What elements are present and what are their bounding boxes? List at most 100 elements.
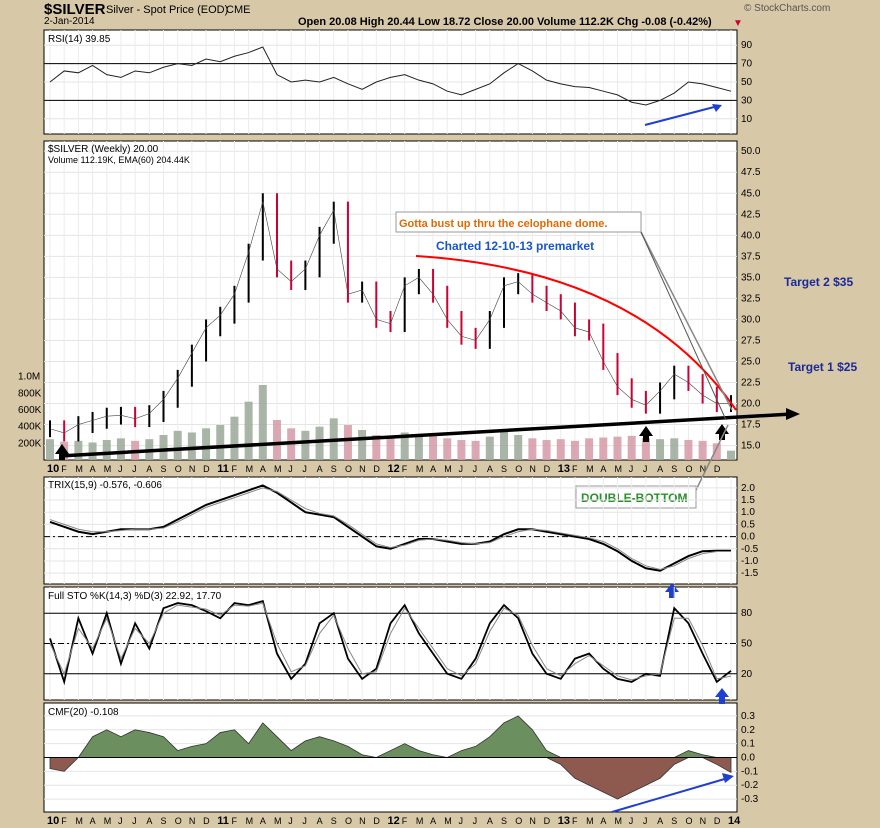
- volume-bar: [684, 440, 693, 460]
- volume-bar: [613, 436, 622, 460]
- x-tick-label: J: [302, 816, 307, 826]
- x-tick-label: J: [629, 816, 634, 826]
- cmf-tick: 0.0: [741, 753, 755, 764]
- annotation-target2: Target 2 $35: [784, 275, 853, 289]
- volume-bar: [315, 426, 324, 460]
- trix-tick: -0.5: [741, 544, 759, 555]
- volume-bar: [386, 436, 395, 460]
- up-arrow-black-icon: [55, 444, 69, 460]
- volume-bar: [712, 443, 721, 460]
- cmf-tick: -0.2: [741, 780, 759, 791]
- price-tick: 25.0: [741, 356, 761, 367]
- x-tick-label: 10: [47, 815, 59, 827]
- trix-tick: 1.5: [741, 495, 755, 506]
- x-tick-label: A: [600, 816, 606, 826]
- x-tick-label: J: [288, 816, 293, 826]
- volume-bar: [414, 434, 423, 460]
- volume-bar: [116, 438, 125, 460]
- x-tick-label: A: [146, 464, 152, 474]
- price-tick: 20.0: [741, 399, 761, 410]
- x-tick-label: 11: [217, 463, 229, 475]
- rsi-tick: 30: [741, 95, 753, 106]
- volume-bar: [372, 435, 381, 460]
- x-tick-label: N: [359, 464, 366, 474]
- trendline-arrow-icon: [786, 408, 800, 420]
- cmf-tick: -0.1: [741, 766, 759, 777]
- volume-bar: [301, 430, 310, 460]
- x-tick-label: 10: [47, 463, 59, 475]
- volume-bar: [471, 440, 480, 460]
- volume-bar: [159, 435, 168, 460]
- x-tick-label: J: [643, 464, 648, 474]
- x-tick-label: A: [317, 816, 323, 826]
- annotation-charted: Charted 12-10-13 premarket: [436, 239, 594, 253]
- volume-tick: 800K: [18, 388, 42, 399]
- x-tick-label: A: [657, 816, 663, 826]
- volume-bar: [173, 430, 182, 460]
- price-close-line: [49, 201, 731, 434]
- x-tick-label: N: [189, 464, 196, 474]
- volume-title: Volume 112.19K, EMA(60) 204.44K: [48, 155, 190, 165]
- sto-line-d: [49, 602, 732, 681]
- price-tick: 37.5: [741, 251, 761, 262]
- volume-bar: [244, 401, 253, 460]
- x-tick-label: O: [515, 816, 522, 826]
- x-tick-label: D: [373, 816, 380, 826]
- volume-bar: [500, 430, 508, 460]
- volume-bar: [400, 432, 409, 460]
- brand-watermark: © StockCharts.com: [744, 3, 831, 14]
- x-tick-label: D: [373, 464, 380, 474]
- volume-bar: [230, 416, 239, 460]
- trix-tick: -1.5: [741, 568, 759, 579]
- price-tick: 35.0: [741, 272, 761, 283]
- volume-bar: [457, 440, 466, 460]
- annotation-target1: Target 1 $25: [788, 360, 857, 374]
- x-tick-label: D: [544, 464, 551, 474]
- rsi-trend-arrow: [644, 105, 719, 126]
- x-tick-label: F: [402, 464, 408, 474]
- x-tick-label: J: [132, 816, 137, 826]
- support-trendline: [59, 412, 793, 458]
- exchange-label: CME: [226, 4, 251, 16]
- x-tick-label: M: [246, 816, 254, 826]
- x-tick-label: S: [331, 464, 337, 474]
- x-tick-label: F: [231, 464, 237, 474]
- symbol-title: $SILVER: [44, 1, 106, 18]
- cmf-tick: 0.3: [741, 711, 755, 722]
- x-tick-label: S: [161, 816, 167, 826]
- volume-bar: [698, 440, 707, 460]
- price-tick: 45.0: [741, 188, 761, 199]
- x-tick-label: D: [203, 464, 210, 474]
- x-tick-label: M: [416, 464, 424, 474]
- x-tick-label: 14: [728, 815, 741, 827]
- rsi-arrow-head-icon: [712, 104, 722, 112]
- down-triangle-icon: ▼: [733, 18, 743, 29]
- x-tick-label: M: [104, 816, 112, 826]
- x-tick-label: N: [529, 464, 536, 474]
- annotation-double-bottom: DOUBLE-BOTTOM: [581, 491, 687, 505]
- volume-bar: [88, 442, 97, 460]
- trix-line-main: [49, 484, 731, 572]
- x-tick-label: M: [444, 464, 452, 474]
- x-tick-label: 12: [388, 815, 400, 827]
- price-tick: 42.5: [741, 209, 761, 220]
- x-tick-label: M: [75, 816, 83, 826]
- x-tick-label: S: [671, 464, 677, 474]
- x-tick-label: O: [515, 464, 522, 474]
- volume-tick: 400K: [18, 422, 42, 433]
- cmf-trend-arrow: [611, 777, 729, 813]
- volume-bar: [656, 439, 665, 460]
- x-tick-label: A: [657, 464, 663, 474]
- price-tick: 15.0: [741, 441, 761, 452]
- instrument-name: Silver - Spot Price (EOD): [106, 4, 229, 16]
- volume-bar: [187, 432, 196, 460]
- trix-tick: 0.5: [741, 519, 755, 530]
- volume-bar: [542, 440, 551, 460]
- x-tick-label: J: [132, 464, 137, 474]
- x-tick-label: M: [586, 816, 594, 826]
- up-arrow-black-icon: [639, 426, 653, 442]
- price-tick: 22.5: [741, 378, 761, 389]
- x-tick-label: M: [274, 464, 282, 474]
- x-tick-label: 11: [217, 815, 229, 827]
- trix-title: TRIX(15,9) -0.576, -0.606: [48, 480, 162, 491]
